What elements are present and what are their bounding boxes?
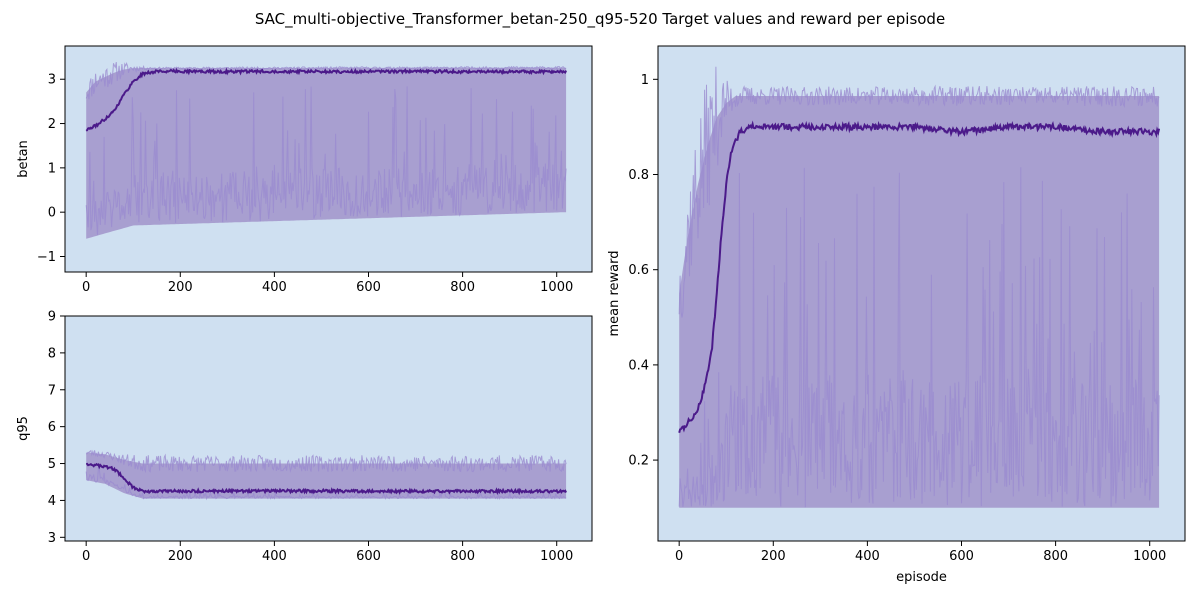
- q95-ytick-label: 9: [48, 310, 56, 325]
- q95-xtick-label: 0: [82, 549, 90, 564]
- betan-ytick-label: 0: [48, 206, 56, 221]
- betan-xtick-label: 600: [356, 280, 381, 295]
- q95-max-trace: [85, 449, 567, 474]
- q95-mean-line: [85, 462, 567, 496]
- reward-xtick-label: 1000: [1133, 549, 1166, 564]
- q95-xtick-label: 1000: [540, 549, 573, 564]
- betan-max-trace: [85, 61, 567, 100]
- q95-ytick-label: 4: [48, 494, 56, 509]
- q95-min-trace: [85, 467, 567, 501]
- betan-xtick-label: 400: [262, 280, 287, 295]
- betan-xtick-label: 1000: [540, 280, 573, 295]
- betan-xtick-label: 0: [82, 280, 90, 295]
- reward-ytick-label: 0.6: [628, 263, 649, 278]
- reward-axes-frame: [657, 45, 1186, 542]
- q95-plot-area: [65, 316, 592, 541]
- reward-ytick-label: 1: [641, 73, 649, 88]
- q95-panel: 0 200 400 600 800 1000 3 4 5 6 7 8 9 q95: [16, 310, 593, 564]
- betan-ylabel: betan: [16, 140, 31, 178]
- betan-ytick-label: 3: [48, 73, 56, 88]
- q95-ytick-label: 6: [48, 420, 56, 435]
- q95-ylabel: q95: [16, 416, 31, 441]
- betan-ytick-label: 1: [48, 161, 56, 176]
- q95-ytick-label: 5: [48, 457, 56, 472]
- figure-title: SAC_multi-objective_Transformer_betan-25…: [255, 10, 945, 29]
- q95-xtick-label: 600: [356, 549, 381, 564]
- q95-xtick-label: 400: [262, 549, 287, 564]
- betan-min-trace: [85, 86, 567, 235]
- reward-ylabel: mean reward: [607, 250, 622, 336]
- reward-xtick-label: 800: [1043, 549, 1068, 564]
- reward-xtick-label: 400: [855, 549, 880, 564]
- reward-max-trace: [678, 66, 1160, 318]
- reward-ytick-label: 0.8: [628, 168, 649, 183]
- reward-mean-line: [678, 120, 1161, 434]
- reward-min-trace: [678, 167, 1160, 508]
- reward-ytick-label: 0.4: [628, 358, 649, 373]
- q95-ytick-label: 3: [48, 531, 56, 546]
- q95-axes-frame: [64, 315, 593, 542]
- reward-xtick-label: 0: [675, 549, 683, 564]
- reward-xlabel: episode: [896, 570, 947, 585]
- q95-ytick-label: 7: [48, 383, 56, 398]
- betan-panel: 0 200 400 600 800 1000 −1 0 1 2 3 betan: [16, 45, 593, 295]
- betan-xtick-label: 800: [450, 280, 475, 295]
- betan-ytick-label: 2: [48, 117, 56, 132]
- betan-ytick-label: −1: [37, 250, 56, 265]
- betan-axes-frame: [64, 45, 593, 273]
- q95-xtick-label: 200: [168, 549, 193, 564]
- betan-mean-line: [85, 67, 568, 132]
- reward-xtick-label: 200: [761, 549, 786, 564]
- reward-xtick-label: 600: [949, 549, 974, 564]
- betan-xtick-label: 200: [168, 280, 193, 295]
- q95-ytick-label: 8: [48, 346, 56, 361]
- q95-xtick-label: 800: [450, 549, 475, 564]
- reward-panel: 0 200 400 600 800 1000 0.2 0.4 0.6 0.8 1 mean rewar…: [607, 45, 1186, 585]
- reward-ytick-label: 0.2: [628, 454, 649, 469]
